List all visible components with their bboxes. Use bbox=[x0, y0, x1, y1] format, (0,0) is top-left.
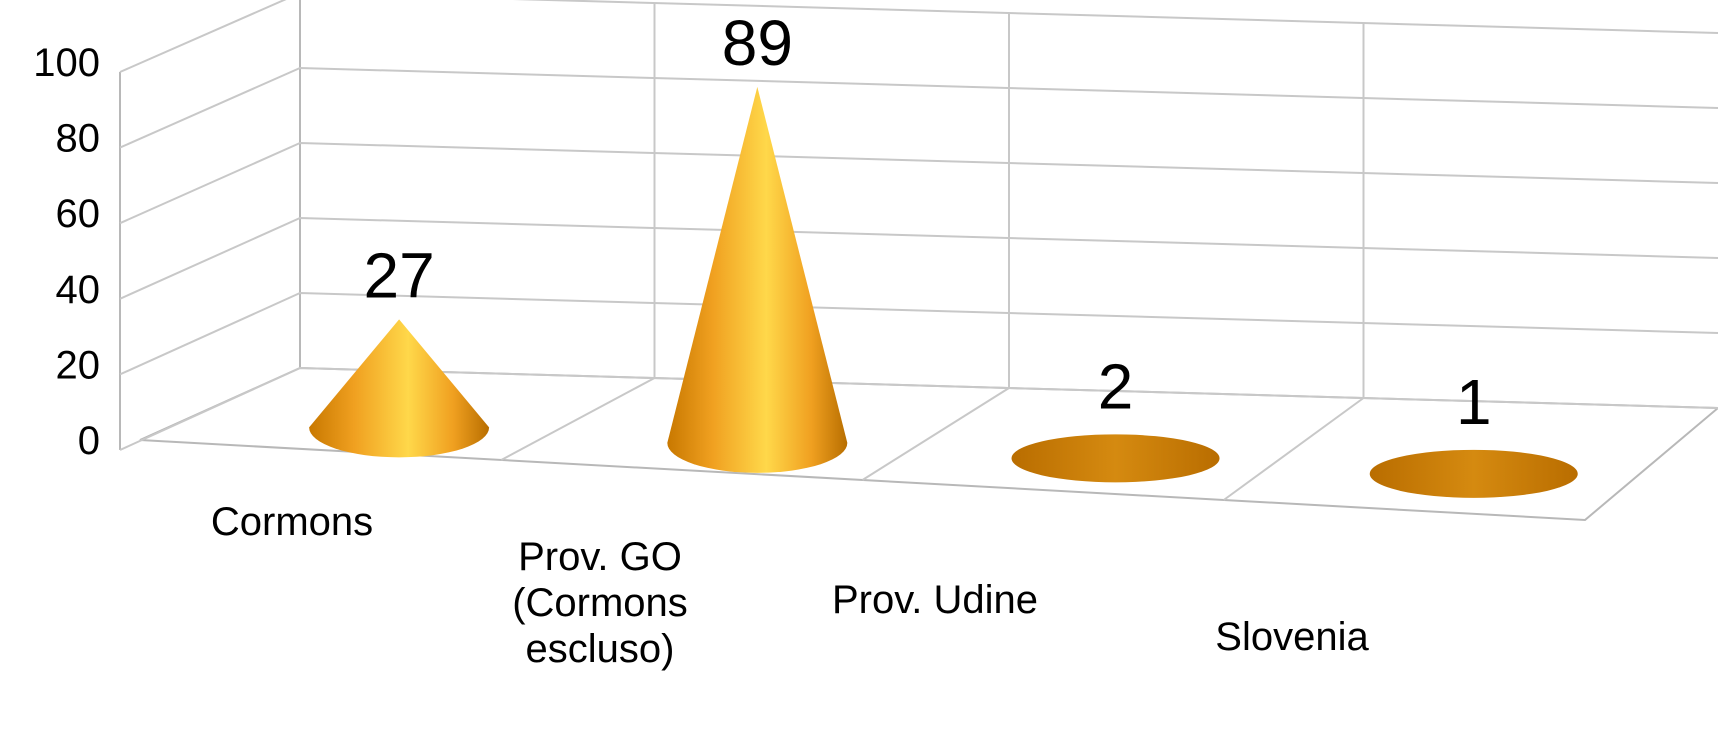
cone-mark bbox=[1011, 434, 1220, 483]
data-label: 1 bbox=[1456, 366, 1492, 438]
category-label: Prov. Udine bbox=[832, 578, 1038, 622]
cone-mark bbox=[309, 319, 490, 458]
cone-series bbox=[309, 86, 1578, 498]
y-tick-label: 60 bbox=[56, 192, 101, 236]
gridline bbox=[119, 216, 1718, 300]
data-label: 89 bbox=[722, 7, 793, 79]
data-label: 2 bbox=[1098, 350, 1134, 422]
cone-base-disc bbox=[1011, 434, 1220, 483]
cone-body bbox=[309, 319, 490, 458]
gridline bbox=[119, 291, 1718, 376]
category-label: Cormons bbox=[211, 500, 373, 544]
gridline bbox=[119, 366, 1718, 451]
category-label: Slovenia bbox=[1215, 615, 1369, 659]
data-label: 27 bbox=[364, 239, 435, 311]
data-labels: 27 89 2 1 bbox=[364, 7, 1492, 438]
category-label: Prov. GO (Cormons escluso) bbox=[512, 535, 688, 671]
y-tick-label: 0 bbox=[78, 419, 100, 463]
gridline bbox=[119, 66, 1718, 149]
y-tick-label: 80 bbox=[56, 117, 101, 161]
y-tick-label: 100 bbox=[33, 41, 100, 85]
category-labels: Cormons Prov. GO (Cormons escluso) Prov. Udi… bbox=[211, 500, 1370, 671]
category-divider bbox=[861, 387, 1010, 481]
category-divider bbox=[500, 377, 655, 461]
y-tick-label: 20 bbox=[56, 343, 101, 387]
gridlines bbox=[119, 0, 1718, 501]
y-axis-ticks: 0 20 40 60 80 100 bbox=[33, 41, 100, 463]
cone-base-disc bbox=[1369, 449, 1578, 498]
category-divider bbox=[1223, 397, 1365, 501]
cone-mark bbox=[667, 86, 848, 473]
cone-body bbox=[667, 86, 848, 473]
y-tick-label: 40 bbox=[56, 268, 101, 312]
gridline bbox=[119, 0, 1718, 73]
cone-mark bbox=[1369, 449, 1578, 498]
gridline bbox=[119, 141, 1718, 225]
